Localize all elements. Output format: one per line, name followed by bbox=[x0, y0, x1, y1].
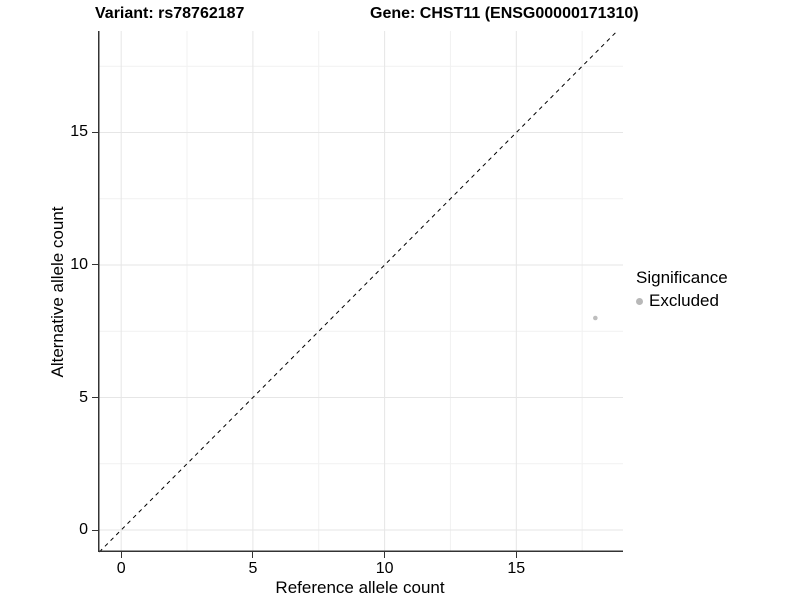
identity-line bbox=[98, 30, 618, 553]
legend-item-excluded: Excluded bbox=[636, 291, 728, 311]
y-tick-mark bbox=[92, 264, 98, 266]
legend-item-label: Excluded bbox=[649, 291, 719, 310]
data-point bbox=[593, 315, 598, 321]
plot-panel bbox=[98, 30, 623, 553]
legend: Significance Excluded bbox=[636, 268, 728, 311]
y-tick-label: 15 bbox=[70, 123, 88, 141]
x-tick-label: 10 bbox=[375, 560, 394, 577]
x-axis-label: Reference allele count bbox=[275, 578, 445, 597]
y-tick-label: 5 bbox=[79, 388, 88, 406]
y-axis-label: Alternative allele count bbox=[48, 206, 67, 378]
x-tick-mark bbox=[384, 552, 386, 558]
x-tick-label: 15 bbox=[507, 560, 526, 577]
x-tick-label: 0 bbox=[116, 560, 126, 577]
x-tick-mark bbox=[120, 552, 122, 558]
plot-title-variant: Variant: rs78762187 bbox=[95, 5, 245, 22]
plot-title-gene: Gene: CHST11 (ENSG00000171310) bbox=[370, 5, 639, 22]
legend-title: Significance bbox=[636, 268, 728, 287]
legend-point-icon bbox=[636, 297, 643, 305]
y-tick-mark bbox=[92, 529, 98, 531]
plot-area-svg bbox=[98, 30, 623, 553]
y-tick-label: 10 bbox=[70, 255, 88, 273]
x-tick-mark bbox=[252, 552, 254, 558]
y-tick-label: 0 bbox=[79, 521, 88, 538]
x-tick-mark bbox=[515, 552, 517, 558]
y-tick-mark bbox=[92, 397, 98, 398]
x-tick-label: 5 bbox=[248, 560, 258, 577]
y-tick-mark bbox=[92, 131, 98, 133]
